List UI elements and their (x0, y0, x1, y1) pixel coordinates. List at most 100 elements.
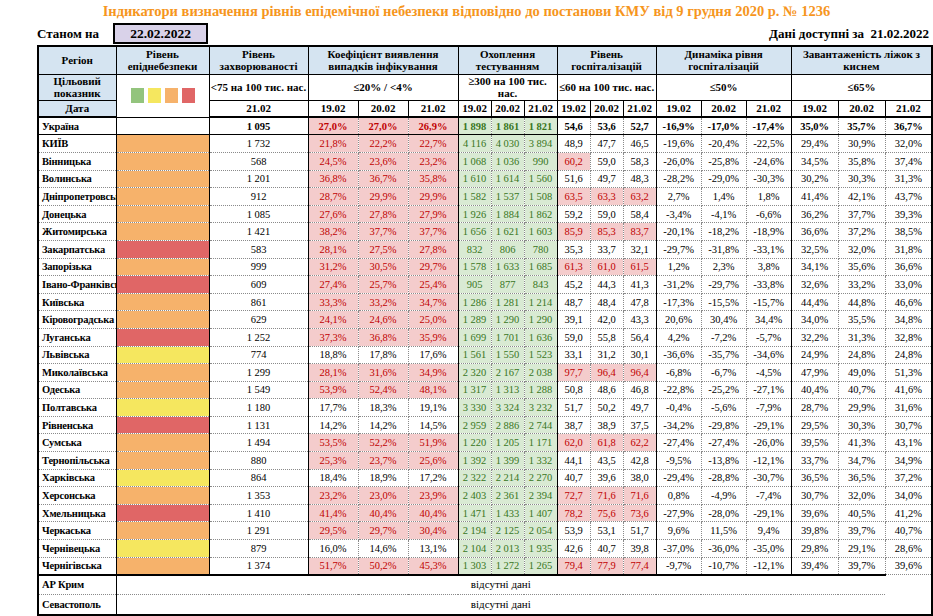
no-data-cell: відсутні дані (116, 595, 885, 615)
hospitalization-value: 61,5 (623, 258, 656, 276)
dynamics-value: 4,2% (656, 328, 701, 346)
hospitalization-value: 40,7 (590, 540, 623, 558)
testing-value: 1 550 (491, 346, 524, 364)
hospitalization-value: 58,3 (623, 152, 656, 170)
hospitalization-value: 38,9 (590, 416, 623, 434)
hospitalization-value: 53,9 (557, 522, 590, 540)
epidemic-level-cell (116, 117, 209, 135)
bed-occupancy-value: 42,1% (838, 188, 885, 206)
epidemic-level-cell (116, 135, 209, 153)
testing-value: 843 (524, 276, 557, 294)
testing-value: 1 610 (458, 170, 491, 188)
morbidity-value: 1 410 (209, 504, 308, 522)
testing-value: 1 313 (491, 381, 524, 399)
hospitalization-value: 59,2 (557, 205, 590, 223)
bed-occupancy-value: 24,8% (885, 346, 932, 364)
testing-value: 3 324 (491, 399, 524, 417)
bed-occupancy-value: 37,2% (838, 223, 885, 241)
testing-value: 1 926 (458, 205, 491, 223)
testing-value: 832 (458, 240, 491, 258)
epidemic-level-cell (116, 434, 209, 452)
morbidity-value: 1 732 (209, 135, 308, 153)
coef-value: 18,9% (358, 469, 408, 487)
coef-value: 27,8% (358, 205, 408, 223)
morbidity-value: 864 (209, 469, 308, 487)
bed-occupancy-value: 31,3% (838, 328, 885, 346)
testing-value: 1 220 (458, 434, 491, 452)
hospitalization-value: 85,3 (590, 223, 623, 241)
coef-value: 35,9% (408, 328, 458, 346)
region-name: Житомирська (38, 223, 116, 241)
coef-value: 31,2% (308, 258, 358, 276)
epidemic-level-cell (116, 293, 209, 311)
coef-value: 14,5% (408, 416, 458, 434)
coef-value: 31,6% (358, 364, 408, 382)
hospitalization-value: 62,2 (623, 434, 656, 452)
date-cell: 19.02 (557, 100, 590, 117)
epidemic-level-cell (116, 540, 209, 558)
coef-value: 35,8% (408, 170, 458, 188)
dynamics-value: -29,4% (656, 469, 701, 487)
as-of-label: Станом на (37, 26, 113, 42)
coef-value: 27,0% (358, 117, 408, 135)
region-name: Волинська (38, 170, 116, 188)
region-name: Херсонська (38, 487, 116, 505)
coef-target: ≤20% / <4% (308, 74, 458, 100)
testing-value: 2 054 (524, 522, 557, 540)
hospitalization-value: 39,1 (557, 311, 590, 329)
coef-value: 25,0% (408, 311, 458, 329)
bed-occupancy-value: 28,6% (885, 540, 932, 558)
testing-value: 1 701 (491, 328, 524, 346)
date-cell: 19.02 (458, 100, 491, 117)
testing-value: 4 030 (491, 135, 524, 153)
epidemic-level-cell (116, 258, 209, 276)
bed-occupancy-value: 30,3% (838, 170, 885, 188)
hospitalization-value: 48,6 (590, 381, 623, 399)
hospitalization-value: 59,0 (590, 205, 623, 223)
region-name: Івано-Франківська (38, 276, 116, 294)
hospitalization-value: 47,7 (590, 135, 623, 153)
coef-value: 24,6% (358, 311, 408, 329)
testing-value: 1 578 (458, 258, 491, 276)
dynamics-value: 20,6% (656, 311, 701, 329)
testing-value: 1 068 (458, 152, 491, 170)
bed-occupancy-value: 41,3% (838, 434, 885, 452)
testing-value: 2 320 (458, 364, 491, 382)
as-of-date-box: 22.02.2022 (113, 23, 208, 44)
hospitalization-value: 61,0 (590, 258, 623, 276)
region-name: Сумська (38, 434, 116, 452)
legend-red-square (182, 88, 195, 103)
bed-occupancy-value: 40,4% (791, 381, 838, 399)
coef-value: 19,1% (408, 399, 458, 417)
bed-occupancy-value: 29,1% (838, 540, 885, 558)
region-name: Україна (38, 117, 116, 135)
coef-value: 18,3% (358, 399, 408, 417)
morbidity-value: 1 252 (209, 328, 308, 346)
coef-value: 29,9% (408, 188, 458, 206)
hospitalization-value: 41,3 (623, 276, 656, 294)
dynamics-value: 11,5% (701, 522, 746, 540)
testing-value: 1 935 (524, 540, 557, 558)
morbidity-value: 1 131 (209, 416, 308, 434)
bed-occupancy-value: 37,7% (838, 205, 885, 223)
coef-value: 36,8% (358, 328, 408, 346)
date-cell: 21.02 (746, 100, 791, 117)
testing-value: 3 330 (458, 399, 491, 417)
dynamics-value: -29,1% (746, 416, 791, 434)
hospitalization-value: 61,8 (590, 434, 623, 452)
morbidity-value: 1 201 (209, 170, 308, 188)
bed-occupancy-value: 35,7% (838, 117, 885, 135)
testing-target: ≥300 на 100 тис. нас. (458, 74, 557, 100)
dynamics-value: -29,1% (746, 504, 791, 522)
morbidity-value: 912 (209, 188, 308, 206)
testing-value: 1 633 (491, 258, 524, 276)
bed-occupancy-value: 33,0% (885, 276, 932, 294)
morbidity-value: 1 095 (209, 117, 308, 135)
bed-occupancy-value: 43,7% (885, 188, 932, 206)
dynamics-value: -16,9% (656, 117, 701, 135)
region-name: Вінницька (38, 152, 116, 170)
date-cell: 20.02 (701, 100, 746, 117)
coef-value: 29,9% (358, 188, 408, 206)
date-cell: 20.02 (590, 100, 623, 117)
hospitalization-value: 38,7 (557, 416, 590, 434)
